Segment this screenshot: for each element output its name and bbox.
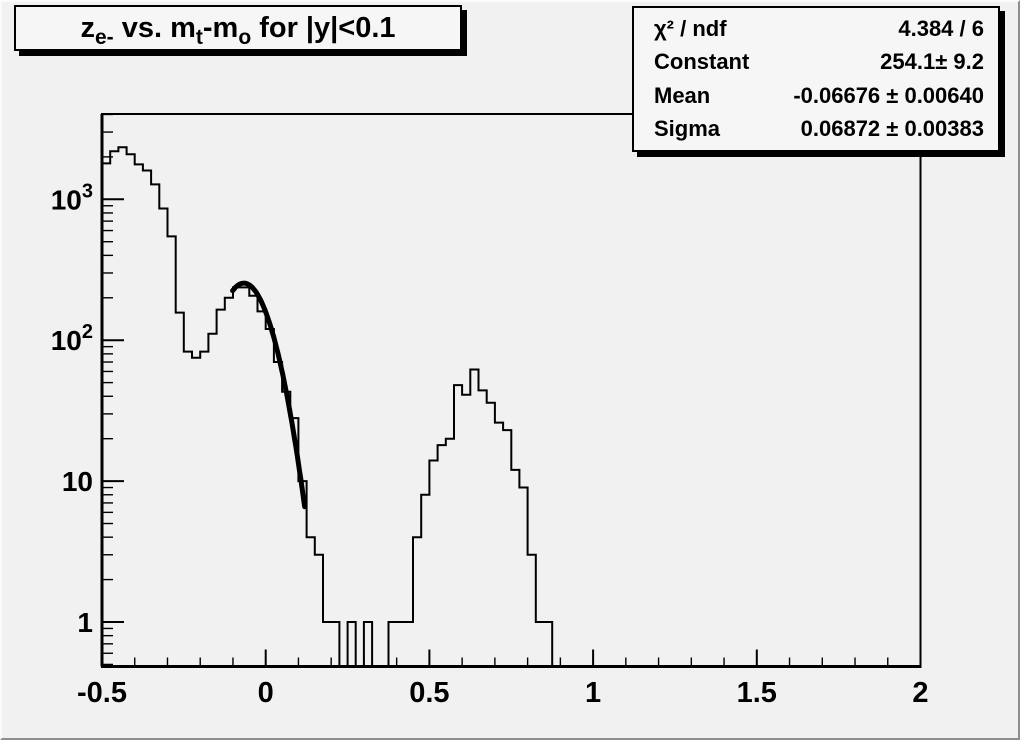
y-axis-ticks (102, 113, 124, 666)
y-tick-label: 10 (62, 466, 93, 497)
x-tick-label: 2 (912, 677, 928, 709)
title-text: -m (202, 11, 239, 44)
stats-label-sigma: Sigma (654, 116, 721, 142)
stats-box: χ² / ndf 4.384 / 6 Constant 254.1± 9.2 M… (632, 6, 1000, 152)
stats-value-constant: 254.1± 9.2 (880, 49, 984, 75)
x-tick-labels: -0.5 0 0.5 1 1.5 2 (77, 677, 929, 709)
title-subscript: t (195, 25, 203, 49)
x-axis-ticks (101, 649, 922, 667)
stats-label-constant: Constant (654, 49, 750, 75)
stats-row-sigma: Sigma 0.06872 ± 0.00383 (634, 114, 998, 144)
stats-value-sigma: 0.06872 ± 0.00383 (800, 116, 984, 142)
stats-label-mean: Mean (654, 82, 711, 108)
y-tick-label: 102 (51, 321, 93, 356)
fit-curve (230, 280, 308, 510)
plot-title: ze- vs. mt-mo for |y|<0.1 (80, 11, 396, 49)
y-tick-label: 103 (51, 180, 93, 215)
x-tick-label: 0 (258, 677, 274, 709)
plot-frame (101, 113, 922, 668)
x-tick-label: 1 (585, 677, 601, 709)
x-tick-label: 0.5 (409, 677, 449, 709)
stats-row-mean: Mean -0.06676 ± 0.00640 (634, 81, 998, 111)
x-tick-label: -0.5 (77, 677, 127, 709)
x-tick-label: 1.5 (737, 677, 777, 709)
stats-row-constant: Constant 254.1± 9.2 (634, 47, 998, 77)
title-text: for |y|<0.1 (251, 11, 396, 44)
stats-value-mean: -0.06676 ± 0.00640 (793, 82, 984, 108)
title-subscript: e- (94, 25, 114, 49)
y-tick-label: 1 (77, 607, 93, 638)
title-subscript: o (238, 25, 252, 49)
title-text: z (80, 11, 95, 44)
title-box: ze- vs. mt-mo for |y|<0.1 (14, 5, 462, 51)
stats-row-chi2: χ² / ndf 4.384 / 6 (634, 14, 998, 44)
stats-value-chi2: 4.384 / 6 (898, 15, 984, 41)
y-tick-labels: 1 10 102 103 (51, 180, 93, 638)
stats-label-chi2: χ² / ndf (654, 15, 727, 41)
title-text: vs. m (113, 11, 196, 44)
histogram-line (102, 146, 921, 668)
